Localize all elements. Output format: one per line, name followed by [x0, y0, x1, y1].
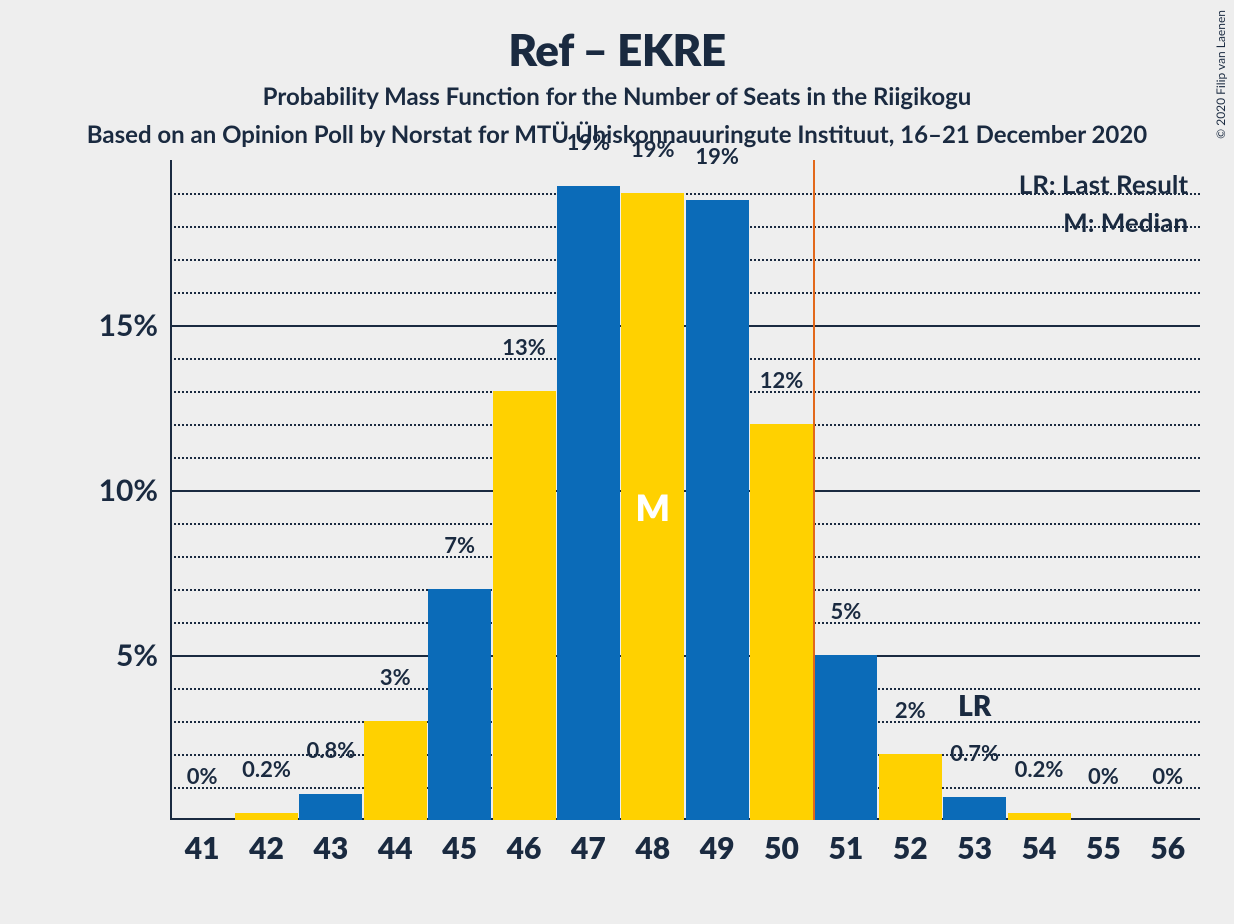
bar-value-label: 19% [567, 128, 611, 155]
bar-value-label: 13% [502, 333, 546, 360]
bar [943, 797, 1006, 820]
bar-value-label: 2% [895, 696, 926, 723]
bar [879, 754, 942, 820]
bar [299, 794, 362, 820]
y-tick-label: 5% [38, 637, 158, 673]
bars-layer: 0%0.2%0.8%3%7%13%19%19%19%12%5%2%0.7%0.2… [170, 160, 1200, 820]
x-tick-label: 53 [957, 830, 992, 866]
bar [814, 655, 877, 820]
bar-value-label: 19% [695, 142, 739, 169]
bar-value-label: 0% [187, 762, 218, 789]
bar [428, 589, 491, 820]
chart-subtitle-2: Based on an Opinion Poll by Norstat for … [0, 120, 1234, 149]
bar [557, 186, 620, 820]
x-tick-label: 50 [764, 830, 799, 866]
bar-value-label: 7% [444, 531, 475, 558]
x-tick-label: 54 [1022, 830, 1057, 866]
x-tick-label: 55 [1086, 830, 1121, 866]
bar [235, 813, 298, 820]
chart-subtitle-1: Probability Mass Function for the Number… [0, 82, 1234, 111]
x-tick-label: 44 [378, 830, 413, 866]
bar-value-label: 0.2% [1015, 755, 1064, 782]
x-tick-label: 41 [185, 830, 220, 866]
x-tick-label: 47 [571, 830, 606, 866]
last-result-line [813, 160, 815, 820]
bar-value-label: 0.8% [307, 736, 356, 763]
median-marker: M [636, 485, 671, 529]
x-tick-label: 45 [442, 830, 477, 866]
x-tick-label: 52 [893, 830, 928, 866]
bar-value-label: 0.7% [950, 739, 999, 766]
x-tick-label: 49 [700, 830, 735, 866]
chart-title: Ref – EKRE [0, 24, 1234, 76]
plot-inner: LR: Last Result M: Median 5%10%15%0%0.2%… [170, 160, 1200, 820]
x-tick-label: 43 [314, 830, 349, 866]
bar [1008, 813, 1071, 820]
bar-value-label: 0% [1088, 762, 1119, 789]
bar [364, 721, 427, 820]
bar-value-label: 0.2% [242, 755, 291, 782]
x-tick-label: 48 [635, 830, 670, 866]
bar-value-label: 12% [760, 366, 804, 393]
y-tick-label: 15% [38, 307, 158, 343]
x-tick-label: 42 [249, 830, 284, 866]
y-tick-label: 10% [38, 472, 158, 508]
bar [493, 391, 556, 820]
bar-value-label: 0% [1152, 762, 1183, 789]
plot-area: LR: Last Result M: Median 5%10%15%0%0.2%… [170, 160, 1200, 820]
bar [686, 200, 749, 820]
bar-value-label: 3% [380, 663, 411, 690]
chart-container: © 2020 Filip van Laenen Ref – EKRE Proba… [0, 0, 1234, 924]
x-tick-label: 56 [1150, 830, 1185, 866]
bar-value-label: 19% [631, 135, 675, 162]
bar [750, 424, 813, 820]
x-tick-label: 46 [507, 830, 542, 866]
x-tick-label: 51 [829, 830, 864, 866]
last-result-label: LR [958, 688, 991, 722]
bar-value-label: 5% [831, 597, 862, 624]
